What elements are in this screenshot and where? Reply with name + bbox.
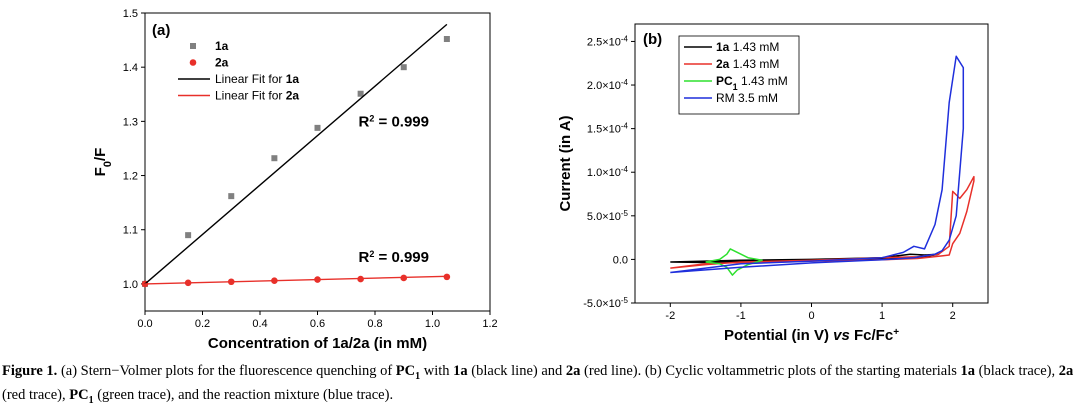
caption-figure-number: Figure 1.	[2, 363, 58, 379]
panel-a-point-1a	[357, 90, 364, 97]
caption-compound: 2a	[565, 363, 581, 379]
panel-a-ylabel: F0/F	[92, 148, 114, 177]
panel-a-frame	[144, 12, 491, 312]
panel-a-legend-label: 1a	[215, 39, 229, 53]
panel-b-legend-box	[678, 35, 800, 115]
panel-a-fit-line-2	[144, 23, 448, 285]
panel-a-legend-label: Linear Fit for 1a	[215, 72, 299, 86]
caption-compound: 2a	[1058, 363, 1074, 379]
panel-b-cv-trace-3	[670, 55, 965, 274]
panel-b-xtick-label: 1	[879, 310, 885, 322]
panel-b-ytick-label: 2.5×10-4	[587, 34, 629, 49]
panel-a-point-1a	[314, 124, 321, 131]
panel-a-xtick-label: 0.0	[137, 318, 152, 330]
panel-a-xtick-label: 1.0	[425, 318, 440, 330]
caption-compound: 1a	[960, 363, 976, 379]
panel-b-ylabel: Current (in A)	[557, 115, 574, 211]
panel-b-ytick-label: 2.0×10-4	[587, 78, 629, 93]
panel-a-point-1a	[185, 232, 192, 239]
panel-b-xtick-label: -1	[736, 310, 746, 322]
panel-b-ytick-label: 5.0×10-5	[587, 208, 629, 223]
panel-a-legend-label: Linear Fit for 2a	[215, 89, 299, 103]
figure-canvas: 0.0 0.2 0.4 0.6 0.8 1.0 1.2 1.0 1.1 1.2 1.3 1.4 1.5 C…	[92, 8, 989, 352]
panel-b-xtick-label: 0	[808, 310, 814, 322]
panel-a-ytick-label: 1.4	[123, 62, 138, 74]
panel-b-ytick-label: -5.0×10-5	[583, 296, 628, 311]
panel-a-xtick-label: 0.8	[367, 318, 382, 330]
panel-a-label: (a)	[152, 22, 170, 39]
panel-a-point-1a	[400, 64, 407, 71]
panel-b-ytick-label: 1.0×10-4	[587, 165, 629, 180]
panel-a-ytick-label: 1.5	[123, 8, 138, 20]
caption-compound: PC1	[395, 363, 421, 382]
caption-body: (a) Stern−Volmer plots for the fluoresce…	[2, 363, 1074, 406]
panel-a-xtick-label: 0.4	[252, 318, 267, 330]
panel-b-legend-label: PC1 1.43 mM	[716, 74, 788, 92]
panel-a-legend-label: 2a	[215, 56, 229, 70]
panel-b-xlabel: Potential (in V) vs Fc/Fc+	[724, 327, 899, 345]
panel-a-point-1a	[443, 36, 450, 43]
panel-a-point-1a	[271, 155, 278, 162]
panel-a-r2-annotation: R2 = 0.999	[359, 249, 430, 266]
panel-a-fit-line-3	[144, 275, 447, 285]
panel-a-ytick-label: 1.2	[123, 171, 138, 183]
panel-a-xlabel: Concentration of 1a/2a (in mM)	[208, 335, 427, 352]
panel-a-r2-annotation: R2 = 0.999	[359, 113, 430, 130]
panel-a-ytick-label: 1.0	[123, 279, 138, 291]
panel-a-xtick-label: 0.2	[195, 318, 210, 330]
panel-a-xtick-label: 0.6	[310, 318, 325, 330]
panel-b-legend-label: RM 3.5 mM	[716, 91, 778, 105]
panel-b-ytick-label: 1.5×10-4	[587, 121, 629, 136]
panel-b-cv-trace-2	[705, 248, 763, 276]
panel-b-ytick-label: 0.0	[613, 254, 628, 266]
caption-compound: 1a	[453, 363, 468, 379]
panel-b-legend-label: 1a 1.43 mM	[716, 40, 779, 54]
panel-b-legend-label: 2a 1.43 mM	[716, 57, 779, 71]
caption-compound: PC1	[69, 386, 94, 406]
figure-caption: Figure 1. (a) Stern−Volmer plots for the…	[2, 362, 1078, 410]
panel-b-xtick-label: -2	[665, 310, 675, 322]
panel-b-xtick-label: 2	[950, 310, 956, 322]
panel-a-ytick-label: 1.1	[123, 225, 138, 237]
panel-b-label: (b)	[643, 31, 662, 48]
panel-a-legend-marker	[189, 59, 197, 66]
panel-a-ytick-label: 1.3	[123, 116, 138, 128]
panel-a-xtick-label: 1.2	[482, 318, 497, 330]
panel-a-point-1a	[228, 193, 235, 200]
panel-a-legend-marker	[190, 43, 196, 49]
